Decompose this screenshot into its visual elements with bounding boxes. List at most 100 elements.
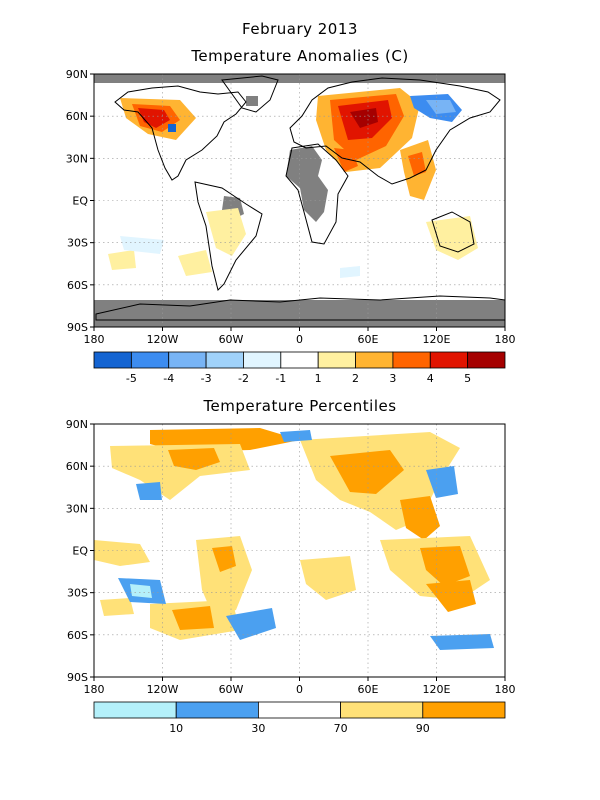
percentile-lon-label: 60W [219,683,244,696]
pct-warm-south-america [196,536,252,618]
percentile-panel-title: Temperature Percentiles [203,397,397,415]
percentile-colorbar-box [340,701,424,719]
warm-south-pacific [178,250,212,276]
anomaly-lon-label: 120E [423,333,451,346]
anomaly-colorbar-label: -4 [163,372,174,385]
percentile-colorbar-label: 70 [334,722,348,735]
anomaly-colorbar-box [243,351,282,369]
anomaly-colorbar-box [467,351,506,369]
warm-pacific [108,250,136,270]
anomaly-colorbar-label: 1 [315,372,322,385]
anomaly-colorbar-label: -1 [275,372,286,385]
cold-hudson [168,124,176,132]
anomaly-colorbar-box [280,351,319,369]
pct-warm-central-pacific [94,540,150,566]
anomaly-lon-label: 60E [358,333,379,346]
percentile-lon-label: 0 [296,683,303,696]
warm-canada-core [138,108,170,128]
percentile-colorbar-box [175,701,259,719]
anomaly-colorbar-label: -3 [201,372,212,385]
pct-warm-tasman [100,598,134,616]
percentile-gridlines [94,424,505,677]
pct-much-warm-eurasia [330,450,404,494]
anomaly-colorbar-label: -2 [238,372,249,385]
anomaly-colorbar-label: 3 [389,372,396,385]
anomaly-colorbar-label: 4 [427,372,434,385]
warm-china [408,152,426,176]
cold-siberia-core [426,100,456,114]
anomaly-lon-label: 180 [495,333,516,346]
percentile-map: 180 120W 60W 0 60E 120E 180 90N 60N 30N EQ 30S 60S 90… [66,418,516,696]
pct-much-warm-brazil [212,546,236,572]
percentile-axis-ticks: 180 120W 60W 0 60E 120E 180 90N 60N 30N EQ 30S 60S 90… [66,418,516,696]
pct-warm-south-africa [300,556,356,600]
pct-much-warm-canada [168,448,220,470]
anomaly-lat-label: 90N [66,68,88,81]
anomaly-colorbar-box [392,351,431,369]
percentile-lat-label: 90S [67,671,88,684]
anomaly-colorbar-box [205,351,244,369]
anomaly-lat-label: 60S [67,279,88,292]
warm-south-america [206,208,246,256]
percentile-colorbar-box [93,701,177,719]
anomaly-colorbar-box [429,351,469,369]
percentile-lon-label: 120W [147,683,179,696]
pct-much-warm-indonesia [420,546,470,586]
percentile-lon-label: 120E [423,683,451,696]
anomaly-gridlines [94,74,505,327]
percentile-lat-label: 60N [66,460,88,473]
anomaly-colorbar-box [355,351,394,369]
anomaly-lat-label: 60N [66,110,88,123]
pct-cold-greenland [280,430,312,442]
percentile-colorbar-label: 90 [416,722,430,735]
cool-south-pacific [120,236,164,254]
percentile-lat-label: 30S [67,587,88,600]
percentile-colorbar-box [422,701,506,719]
percentile-lat-label: 90N [66,418,88,431]
pct-cold-east-asia [426,466,458,498]
percentile-lat-label: 60S [67,629,88,642]
missing-africa [286,146,328,222]
anomaly-panel-title: Temperature Anomalies (C) [191,47,409,65]
anomaly-colorbar: -5 -4 -3 -2 -1 1 2 3 4 5 [93,351,506,385]
pct-much-warm-south-pacific [172,606,214,630]
pct-cold-west-us [136,482,162,500]
anomaly-colorbar-box [317,351,356,369]
percentile-lon-label: 60E [358,683,379,696]
warm-eurasia-peak [350,108,378,128]
percentile-colorbar-label: 30 [251,722,265,735]
anomaly-colorbar-label: 5 [464,372,471,385]
warm-middle-east [334,148,358,172]
anomaly-colorbar-box [168,351,207,369]
percentile-colorbar: 10 30 70 90 [93,701,506,735]
anomaly-lat-label: EQ [72,195,88,208]
anomaly-lon-label: 0 [296,333,303,346]
anomaly-colorbar-box [130,351,170,369]
anomaly-map: 180 120W 60W 0 60E 120E 180 90N 60N 30N EQ 30S 60S 90… [66,68,516,346]
anomaly-lat-label: 30N [66,152,88,165]
anomaly-colorbar-label: -5 [126,372,137,385]
anomaly-lon-label: 120W [147,333,179,346]
percentile-lon-label: 180 [84,683,105,696]
anomaly-colorbar-box [93,351,132,369]
cool-indian-ocean [340,266,360,278]
pct-much-warm-australia [426,580,476,612]
date-title: February 2013 [242,20,358,38]
percentile-colorbar-label: 10 [169,722,183,735]
percentile-lat-label: EQ [72,545,88,558]
anomaly-lon-label: 60W [219,333,244,346]
percentile-lat-label: 30N [66,502,88,515]
pct-much-warm-china [400,496,440,540]
percentile-lon-label: 180 [495,683,516,696]
anomaly-lon-label: 180 [84,333,105,346]
pct-much-cold-south-pacific [130,584,152,598]
anomaly-axis-ticks: 180 120W 60W 0 60E 120E 180 90N 60N 30N EQ 30S 60S 90… [66,68,516,346]
percentile-colorbar-box [257,701,341,719]
percentile-shading [94,428,494,650]
anomaly-lat-label: 90S [67,321,88,334]
anomaly-colorbar-label: 2 [352,372,359,385]
anomaly-lat-label: 30S [67,237,88,250]
pct-cold-southern-ocean [226,608,276,640]
missing-greenland [246,96,258,106]
